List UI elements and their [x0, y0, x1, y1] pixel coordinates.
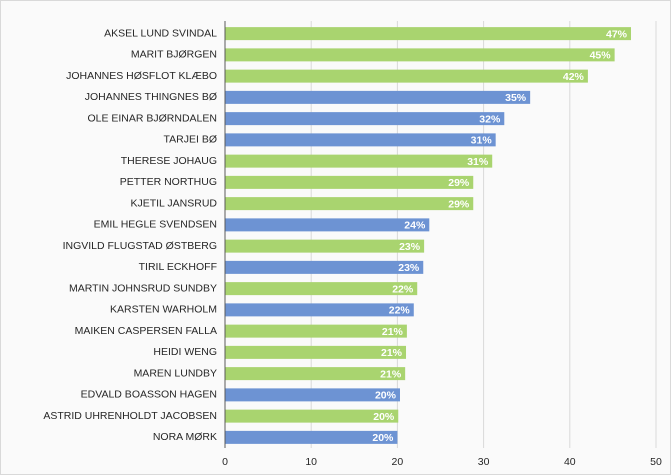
value-label: 21%: [381, 347, 403, 359]
y-tick-label: MARIT BJØRGEN: [131, 49, 217, 61]
x-tick-label: 50: [650, 456, 662, 468]
value-label: 21%: [382, 326, 404, 338]
x-tick-label: 20: [392, 456, 404, 468]
bar: [225, 282, 418, 296]
value-label: 22%: [392, 283, 414, 295]
y-tick-label: TIRIL ECKHOFF: [139, 261, 217, 273]
x-tick-label: 40: [564, 456, 576, 468]
value-label: 42%: [563, 71, 585, 83]
value-label: 20%: [373, 411, 395, 423]
y-tick-label: MAREN LUNDBY: [134, 367, 217, 379]
bar: [225, 260, 424, 274]
value-label: 22%: [389, 305, 411, 317]
bar: [225, 69, 588, 83]
y-tick-label: HEIDI WENG: [153, 346, 217, 358]
bar: [225, 367, 406, 381]
value-label: 47%: [606, 28, 628, 40]
y-tick-label: OLE EINAR BJØRNDALEN: [87, 112, 217, 124]
value-label: 45%: [590, 50, 612, 62]
bar: [225, 218, 430, 232]
value-label: 20%: [372, 432, 394, 444]
value-label: 31%: [471, 135, 493, 147]
y-tick-label: EDVALD BOASSON HAGEN: [81, 389, 217, 401]
y-tick-label: INGVILD FLUGSTAD ØSTBERG: [63, 240, 217, 252]
value-label: 23%: [398, 262, 420, 274]
value-label: 29%: [448, 177, 470, 189]
y-tick-label: MARTIN JOHNSRUD SUNDBY: [69, 282, 217, 294]
bar: [225, 154, 493, 168]
y-tick-label: ASTRID UHRENHOLDT JACOBSEN: [43, 410, 217, 422]
bar: [225, 388, 400, 402]
bar: [225, 409, 399, 423]
y-tick-label: KARSTEN WARHOLM: [110, 304, 217, 316]
bar: [225, 133, 496, 147]
bar: [225, 197, 474, 211]
y-tick-label: NORA MØRK: [153, 431, 217, 443]
y-tick-label: JOHANNES THINGNES BØ: [85, 91, 217, 103]
value-label: 32%: [479, 113, 501, 125]
x-tick-label: 0: [222, 456, 228, 468]
bar: [225, 48, 615, 62]
value-label: 24%: [404, 220, 426, 232]
value-label: 29%: [448, 198, 470, 210]
value-label: 20%: [375, 390, 397, 402]
bar: [225, 27, 632, 41]
bar: [225, 90, 531, 104]
value-label: 21%: [380, 368, 402, 380]
x-tick-label: 30: [478, 456, 490, 468]
y-tick-label: TARJEI BØ: [164, 134, 217, 146]
bar: [225, 239, 425, 253]
bar: [225, 345, 407, 359]
y-tick-label: EMIL HEGLE SVENDSEN: [94, 219, 217, 231]
x-tick-label: 10: [305, 456, 317, 468]
y-tick-label: MAIKEN CASPERSEN FALLA: [75, 325, 217, 337]
y-tick-label: KJETIL JANSRUD: [130, 197, 217, 209]
value-label: 31%: [467, 156, 489, 168]
bar: [225, 112, 505, 126]
y-tick-label: AKSEL LUND SVINDAL: [104, 27, 217, 39]
value-label: 35%: [505, 92, 527, 104]
bar: [225, 430, 398, 444]
bar: [225, 303, 414, 317]
y-tick-label: JOHANNES HØSFLOT KLÆBO: [66, 70, 217, 82]
value-label: 23%: [399, 241, 421, 253]
bar: [225, 175, 474, 189]
y-tick-label: THERESE JOHAUG: [121, 155, 217, 167]
bar: [225, 324, 407, 338]
y-tick-label: PETTER NORTHUG: [120, 176, 217, 188]
